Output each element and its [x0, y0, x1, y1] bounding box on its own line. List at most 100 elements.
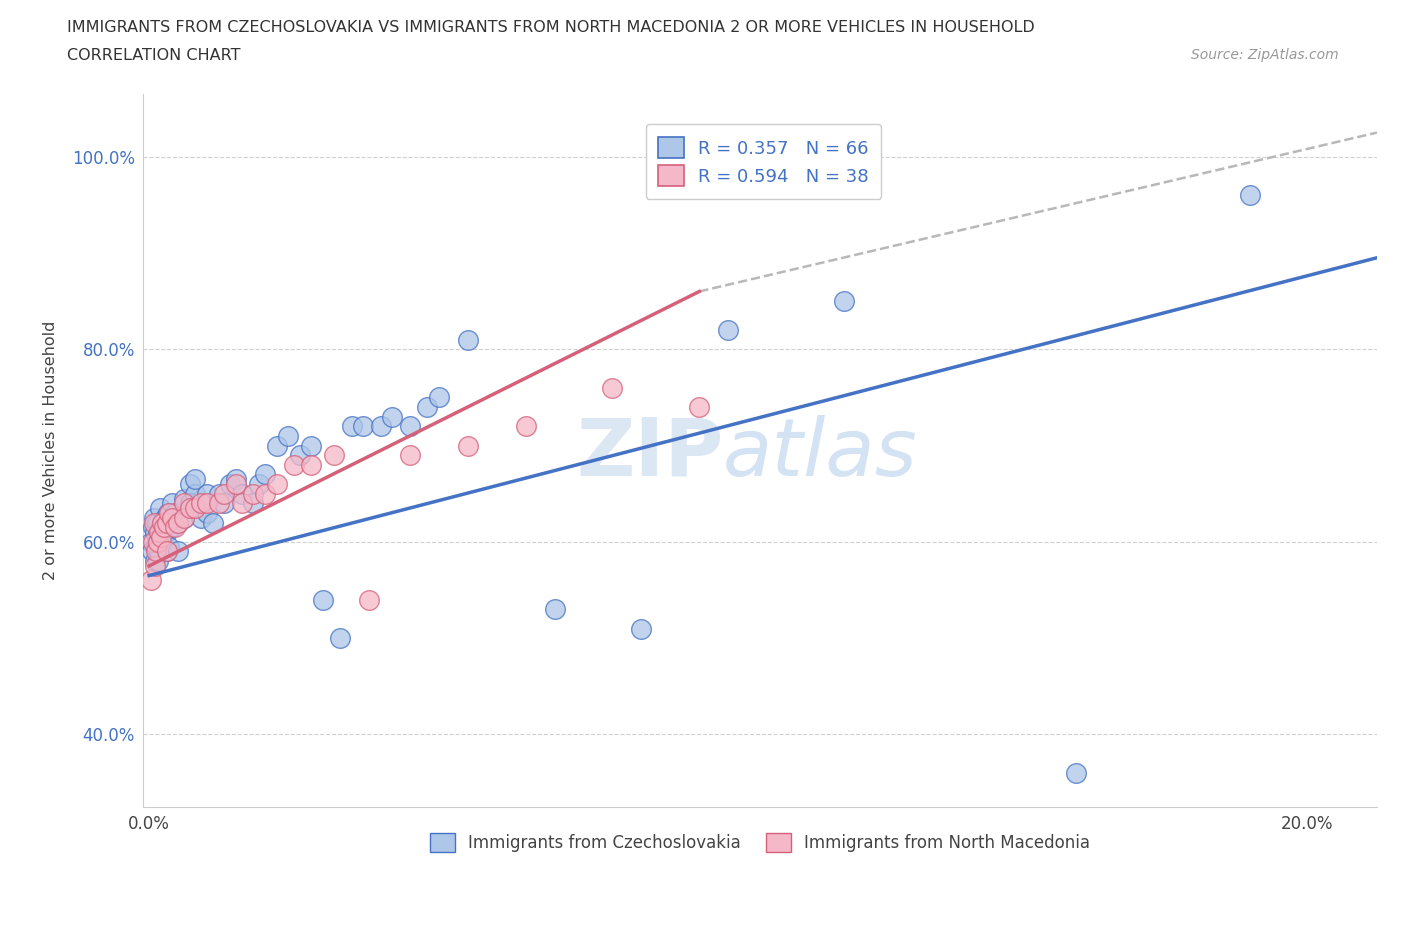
- Point: [190, 511, 212, 525]
- Point: [149, 529, 172, 544]
- Point: [832, 294, 855, 309]
- Point: [157, 506, 180, 521]
- Point: [214, 486, 236, 501]
- Point: [277, 429, 299, 444]
- Point: [1239, 188, 1261, 203]
- Point: [266, 438, 288, 453]
- Point: [156, 506, 179, 521]
- Point: [165, 506, 187, 521]
- Point: [146, 553, 169, 568]
- Point: [142, 515, 165, 530]
- Point: [515, 418, 537, 433]
- Point: [155, 544, 177, 559]
- Point: [416, 400, 439, 415]
- Point: [143, 525, 166, 539]
- Point: [398, 418, 420, 433]
- Point: [225, 472, 247, 486]
- Point: [457, 438, 479, 453]
- Point: [543, 602, 565, 617]
- Point: [165, 520, 187, 535]
- Point: [148, 525, 170, 539]
- Point: [152, 520, 174, 535]
- Point: [173, 496, 195, 511]
- Point: [139, 535, 162, 550]
- Point: [167, 544, 190, 559]
- Point: [157, 539, 180, 554]
- Text: Source: ZipAtlas.com: Source: ZipAtlas.com: [1191, 48, 1339, 62]
- Point: [184, 500, 207, 515]
- Point: [141, 544, 163, 559]
- Point: [139, 573, 162, 588]
- Point: [145, 515, 167, 530]
- Point: [167, 515, 190, 530]
- Point: [253, 486, 276, 501]
- Point: [167, 515, 190, 530]
- Point: [145, 539, 167, 554]
- Point: [142, 535, 165, 550]
- Point: [184, 486, 207, 501]
- Point: [162, 520, 184, 535]
- Point: [253, 467, 276, 482]
- Point: [162, 511, 184, 525]
- Point: [195, 506, 218, 521]
- Point: [688, 400, 710, 415]
- Point: [381, 409, 404, 424]
- Point: [146, 535, 169, 550]
- Point: [207, 496, 229, 511]
- Point: [150, 515, 173, 530]
- Point: [155, 525, 177, 539]
- Point: [398, 447, 420, 462]
- Point: [201, 515, 224, 530]
- Text: ZIP: ZIP: [576, 415, 723, 493]
- Point: [143, 553, 166, 568]
- Point: [352, 418, 374, 433]
- Point: [150, 515, 173, 530]
- Point: [283, 458, 305, 472]
- Point: [329, 631, 352, 645]
- Point: [195, 486, 218, 501]
- Point: [146, 535, 169, 550]
- Legend: Immigrants from Czechoslovakia, Immigrants from North Macedonia: Immigrants from Czechoslovakia, Immigran…: [423, 827, 1097, 859]
- Point: [288, 447, 311, 462]
- Point: [340, 418, 363, 433]
- Point: [179, 500, 201, 515]
- Point: [225, 476, 247, 491]
- Point: [155, 515, 177, 530]
- Text: atlas: atlas: [723, 415, 918, 493]
- Point: [427, 390, 450, 405]
- Point: [219, 476, 242, 491]
- Point: [149, 535, 172, 550]
- Point: [142, 511, 165, 525]
- Point: [630, 621, 652, 636]
- Point: [247, 476, 270, 491]
- Point: [145, 544, 167, 559]
- Point: [179, 496, 201, 511]
- Y-axis label: 2 or more Vehicles in Household: 2 or more Vehicles in Household: [44, 321, 58, 580]
- Point: [162, 496, 184, 511]
- Point: [242, 486, 264, 501]
- Point: [173, 491, 195, 506]
- Point: [184, 472, 207, 486]
- Text: CORRELATION CHART: CORRELATION CHART: [67, 48, 240, 63]
- Point: [152, 529, 174, 544]
- Point: [214, 496, 236, 511]
- Point: [152, 525, 174, 539]
- Point: [195, 496, 218, 511]
- Point: [153, 511, 176, 525]
- Point: [148, 544, 170, 559]
- Point: [242, 496, 264, 511]
- Text: IMMIGRANTS FROM CZECHOSLOVAKIA VS IMMIGRANTS FROM NORTH MACEDONIA 2 OR MORE VEHI: IMMIGRANTS FROM CZECHOSLOVAKIA VS IMMIGR…: [67, 20, 1035, 35]
- Point: [190, 496, 212, 511]
- Point: [602, 380, 624, 395]
- Point: [266, 476, 288, 491]
- Point: [207, 486, 229, 501]
- Point: [370, 418, 392, 433]
- Point: [148, 500, 170, 515]
- Point: [299, 438, 322, 453]
- Point: [231, 486, 253, 501]
- Point: [312, 592, 335, 607]
- Point: [142, 520, 165, 535]
- Point: [143, 559, 166, 574]
- Point: [457, 332, 479, 347]
- Point: [231, 496, 253, 511]
